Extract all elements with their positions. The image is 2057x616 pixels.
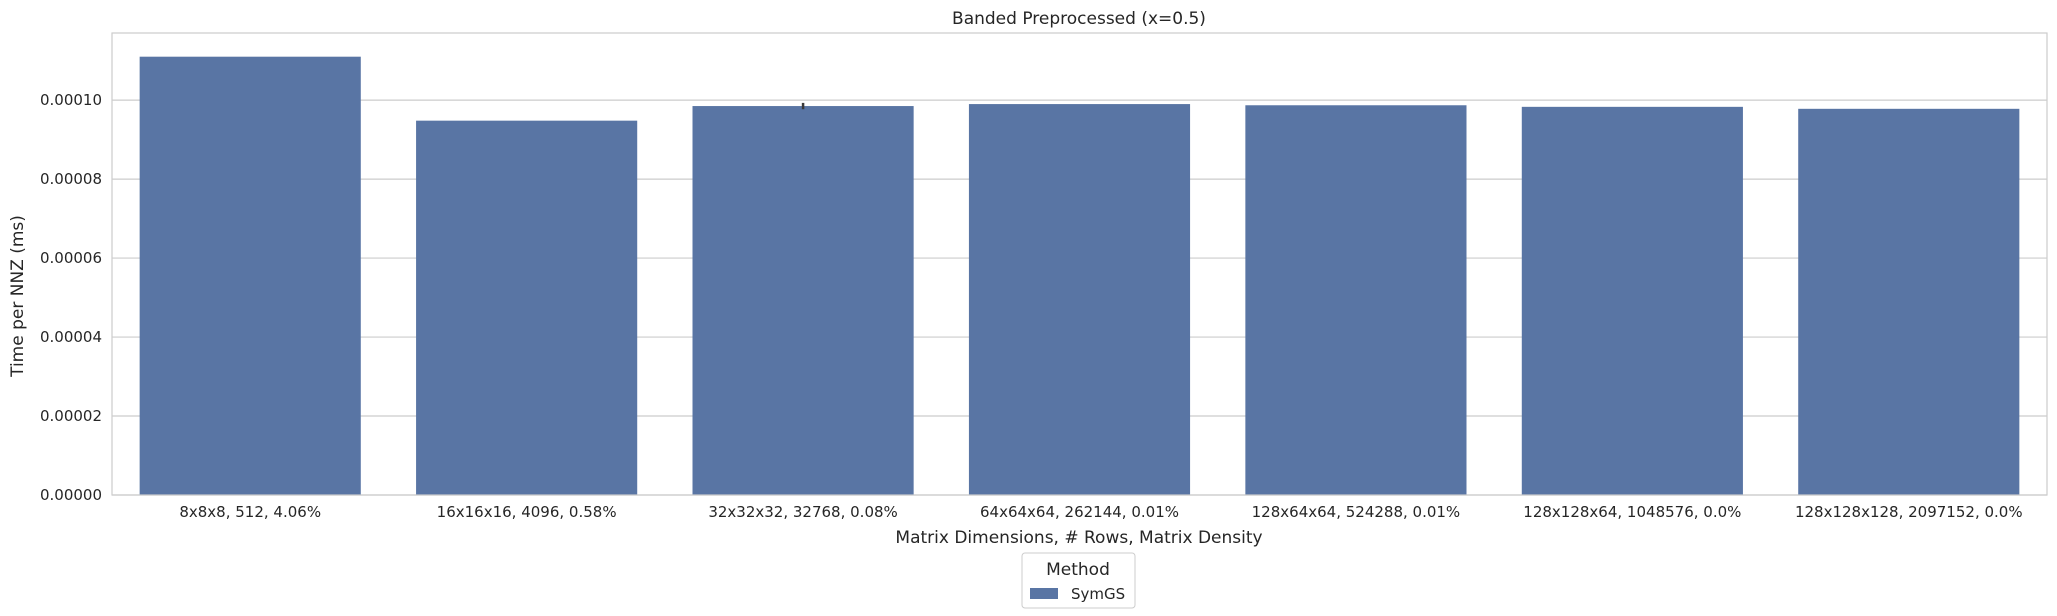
bar [139, 56, 361, 495]
chart-title: Banded Preprocessed (x=0.5) [952, 9, 1206, 29]
x-tick-label: 64x64x64, 262144, 0.01% [980, 503, 1179, 521]
bars [139, 56, 2020, 496]
y-axis-label: Time per NNZ (ms) [8, 215, 28, 378]
x-axis-label: Matrix Dimensions, # Rows, Matrix Densit… [895, 528, 1262, 548]
legend-title: Method [1046, 560, 1110, 580]
x-tick-label: 128x128x128, 2097152, 0.0% [1795, 503, 2023, 521]
x-tick-labels: 8x8x8, 512, 4.06% 16x16x16, 4096, 0.58% 32… [179, 503, 2022, 521]
x-tick-label: 128x64x64, 524288, 0.01% [1252, 503, 1461, 521]
bar [1798, 108, 2020, 496]
x-tick-label: 16x16x16, 4096, 0.58% [437, 503, 617, 521]
x-tick-label: 32x32x32, 32768, 0.08% [708, 503, 897, 521]
bar [416, 120, 638, 496]
y-tick-label: 0.00004 [40, 328, 102, 346]
bar [1521, 106, 1743, 495]
bar [692, 106, 914, 496]
bar [968, 104, 1191, 496]
legend: Method SymGS [1021, 552, 1136, 609]
y-tick-labels: 0.00000 0.00002 0.00004 0.00006 0.00008 0.000… [40, 91, 102, 504]
y-tick-label: 0.00002 [40, 407, 102, 425]
y-tick-label: 0.00006 [40, 249, 102, 267]
y-tick-label: 0.00008 [40, 170, 102, 188]
bar [1245, 105, 1467, 495]
plot-frame [111, 32, 2048, 496]
legend-label-symgs: SymGS [1071, 585, 1125, 603]
y-tick-label: 0.00000 [40, 486, 102, 504]
x-tick-label: 128x128x64, 1048576, 0.0% [1523, 503, 1741, 521]
x-tick-label: 8x8x8, 512, 4.06% [179, 503, 321, 521]
y-tick-label: 0.00010 [40, 91, 102, 109]
legend-swatch-symgs [1030, 588, 1058, 599]
